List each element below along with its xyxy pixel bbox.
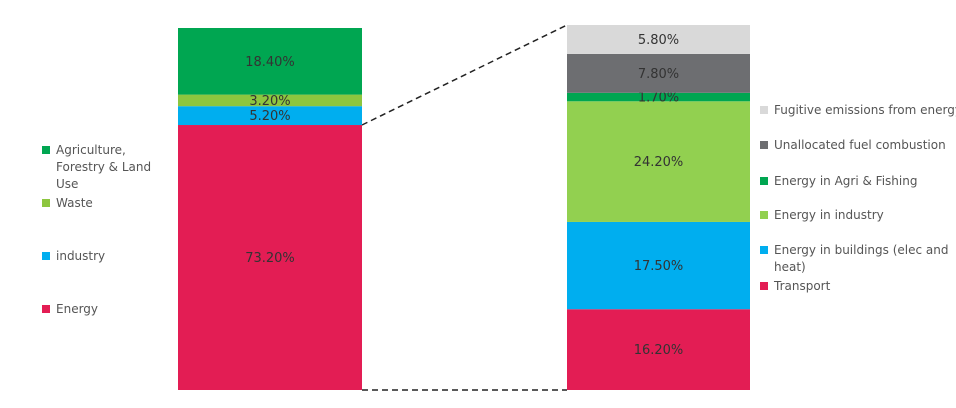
value-label: 5.20% <box>249 109 290 124</box>
bar-segment <box>567 221 750 310</box>
legend-swatch <box>42 305 50 313</box>
legend-item: Waste <box>42 195 156 212</box>
legend-item: Energy in Agri & Fishing <box>760 173 956 190</box>
legend-swatch <box>760 177 768 185</box>
legend-item: Transport <box>760 278 956 295</box>
legend-swatch <box>42 199 50 207</box>
legend-item: Energy in buildings (elec and heat) <box>760 242 956 276</box>
legend-label: industry <box>56 249 106 263</box>
legend-item: industry <box>42 248 156 265</box>
legend-label: Energy in industry <box>774 208 884 222</box>
value-label: 18.40% <box>245 55 295 70</box>
value-label: 3.20% <box>249 94 290 109</box>
legend-swatch <box>42 252 50 260</box>
legend-swatch <box>760 141 768 149</box>
value-label: 73.20% <box>245 251 295 266</box>
legend-label: Waste <box>56 196 93 210</box>
value-label: 16.20% <box>634 343 684 358</box>
legend-label: Energy in Agri & Fishing <box>774 174 918 188</box>
legend-label: Agriculture, Forestry & Land Use <box>56 143 152 191</box>
bar-segment <box>178 106 362 126</box>
bar-segment <box>178 94 362 107</box>
value-label: 1.70% <box>638 91 679 106</box>
legend-swatch <box>760 106 768 114</box>
bar-segment <box>567 92 750 102</box>
bar-segment <box>178 28 362 95</box>
legend-swatch <box>760 282 768 290</box>
legend-label: Fugitive emissions from energy <box>774 103 956 117</box>
connector-line <box>361 24 568 126</box>
bar-segment <box>567 101 750 222</box>
legend-item: Energy <box>42 301 156 318</box>
bar-segment <box>178 125 362 391</box>
bar-segment <box>567 309 750 390</box>
legend-item: Unallocated fuel combustion <box>760 137 956 154</box>
legend-swatch <box>42 146 50 154</box>
legend-label: Transport <box>774 279 831 293</box>
value-label: 24.20% <box>634 155 684 170</box>
bar-segment <box>567 53 750 93</box>
legend-swatch <box>760 211 768 219</box>
legend-label: Energy <box>56 302 99 316</box>
legend-swatch <box>760 246 768 254</box>
legend-label: Energy in buildings (elec and heat) <box>774 243 949 274</box>
bar-segment <box>567 25 750 54</box>
legend-label: Unallocated fuel combustion <box>774 138 946 152</box>
legend-item: Energy in industry <box>760 207 956 224</box>
value-label: 7.80% <box>638 67 679 82</box>
value-label: 5.80% <box>638 33 679 48</box>
value-label: 17.50% <box>634 259 684 274</box>
legend-item: Fugitive emissions from energy <box>760 102 956 119</box>
legend-item: Agriculture, Forestry & Land Use <box>42 142 156 193</box>
